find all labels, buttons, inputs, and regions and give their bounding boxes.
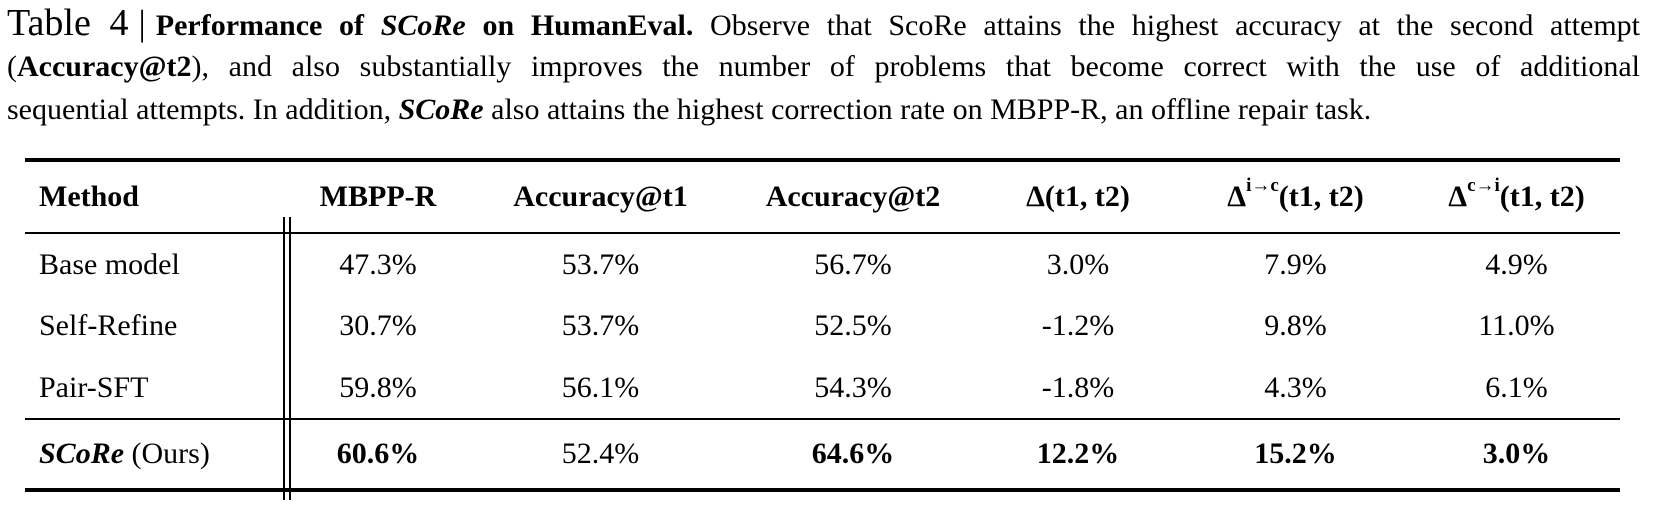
method-suffix: (Ours) [124, 437, 210, 470]
table-cell: -1.2% [1041, 309, 1115, 342]
caption-table-number: Table 4 [7, 2, 129, 44]
results-table: Method MBPP-R Accuracy@t1 Accuracy@t2 Δ(… [25, 158, 1620, 492]
delta-superscript-c-to-i: c→i [1467, 175, 1500, 196]
column-header-delta-c-to-i: Δc→i(t1, t2) [1413, 160, 1620, 233]
table-cell: 9.8% [1264, 309, 1327, 342]
delta-symbol: Δ [1227, 180, 1247, 213]
method-cell: SCoRe (Ours) [25, 419, 283, 490]
delta-args: (t1, t2) [1044, 180, 1130, 213]
table-row-base-model: Base model 47.3% 53.7% 56.7% 3.0% 7.9% 4… [25, 233, 1620, 295]
column-header-delta-t1t2: Δ(t1, t2) [978, 160, 1178, 233]
table-cell: 12.2% [1036, 437, 1120, 470]
table-cell: 4.9% [1485, 247, 1548, 281]
method-cell: Self-Refine [39, 309, 178, 342]
table-cell: 56.1% [561, 370, 640, 404]
column-header-mbpp-r: MBPP-R [319, 180, 437, 213]
caption-model-name: SCoRe [398, 93, 484, 126]
method-cell: Pair-SFT [39, 370, 149, 404]
caption-divider-bar: | [138, 3, 146, 43]
caption-body-4: also attains the highest correction rate… [483, 93, 1372, 126]
column-header-method: Method [39, 180, 139, 213]
caption-body-3: sequential attempts. In addition, [7, 93, 399, 126]
table-cell: 30.7% [339, 309, 417, 342]
results-table-container: Method MBPP-R Accuracy@t1 Accuracy@t2 Δ(… [25, 158, 1620, 492]
caption-line-1: Table 4 | Performance of SCoRe on HumanEva… [7, 2, 1640, 45]
table-cell: 4.3% [1264, 370, 1327, 404]
table-cell: 53.7% [561, 247, 640, 281]
delta-symbol: Δ [1026, 180, 1045, 213]
table-caption: Table 4 | Performance of SCoRe on HumanEva… [7, 2, 1640, 131]
delta-args: (t1, t2) [1278, 180, 1364, 213]
table-cell: 52.5% [814, 309, 892, 342]
caption-bold-term: Accuracy@t2 [17, 50, 192, 83]
double-vertical-rule [283, 217, 291, 500]
table-cell: 52.4% [561, 437, 640, 470]
table-row-score-ours: SCoRe (Ours) 60.6% 52.4% 64.6% 12.2% 15.… [25, 419, 1620, 490]
method-model-name: SCoRe [39, 437, 125, 470]
table-cell: 64.6% [811, 437, 895, 470]
caption-line-3: sequential attempts. In addition, SCoRe … [7, 88, 1640, 131]
table-cell: 11.0% [1478, 309, 1555, 342]
table-row-pair-sft: Pair-SFT 59.8% 56.1% 54.3% -1.8% 4.3% 6.… [25, 357, 1620, 419]
method-cell: Base model [39, 247, 180, 281]
delta-superscript-i-to-c: i→c [1246, 175, 1279, 196]
delta-symbol: Δ [1448, 180, 1468, 213]
table-cell: 60.6% [336, 437, 420, 470]
table-cell: 6.1% [1485, 370, 1548, 404]
caption-title-tail: on HumanEval. [465, 9, 694, 42]
table-cell: 56.7% [814, 247, 892, 281]
table-cell: 3.0% [1046, 247, 1110, 281]
column-header-accuracy-t1: Accuracy@t1 [513, 180, 688, 213]
column-header-accuracy-t2: Accuracy@t2 [765, 180, 941, 213]
table-cell: 59.8% [339, 370, 417, 404]
table-cell: 3.0% [1482, 437, 1551, 470]
table-cell: -1.8% [1041, 370, 1115, 404]
caption-body-1: Observe that ScoRe attains the highest a… [693, 9, 1640, 42]
header-row: Method MBPP-R Accuracy@t1 Accuracy@t2 Δ(… [25, 160, 1620, 233]
column-header-delta-i-to-c: Δi→c(t1, t2) [1178, 160, 1413, 233]
caption-body-2: ), and also substantially improves the n… [191, 50, 1640, 83]
table-cell: 7.9% [1264, 247, 1327, 281]
delta-args: (t1, t2) [1499, 180, 1585, 213]
table-cell: 54.3% [814, 370, 892, 404]
table-cell: 15.2% [1254, 437, 1337, 470]
table-row-self-refine: Self-Refine 30.7% 53.7% 52.5% -1.2% 9.8%… [25, 295, 1620, 357]
caption-open-paren: ( [7, 50, 17, 83]
table-cell: 53.7% [561, 309, 640, 342]
caption-title-lead: Performance of [155, 9, 381, 42]
table-cell: 47.3% [339, 247, 417, 281]
caption-title-model-name: SCoRe [380, 9, 466, 42]
caption-line-2: (Accuracy@t2), and also substantially im… [7, 45, 1640, 88]
